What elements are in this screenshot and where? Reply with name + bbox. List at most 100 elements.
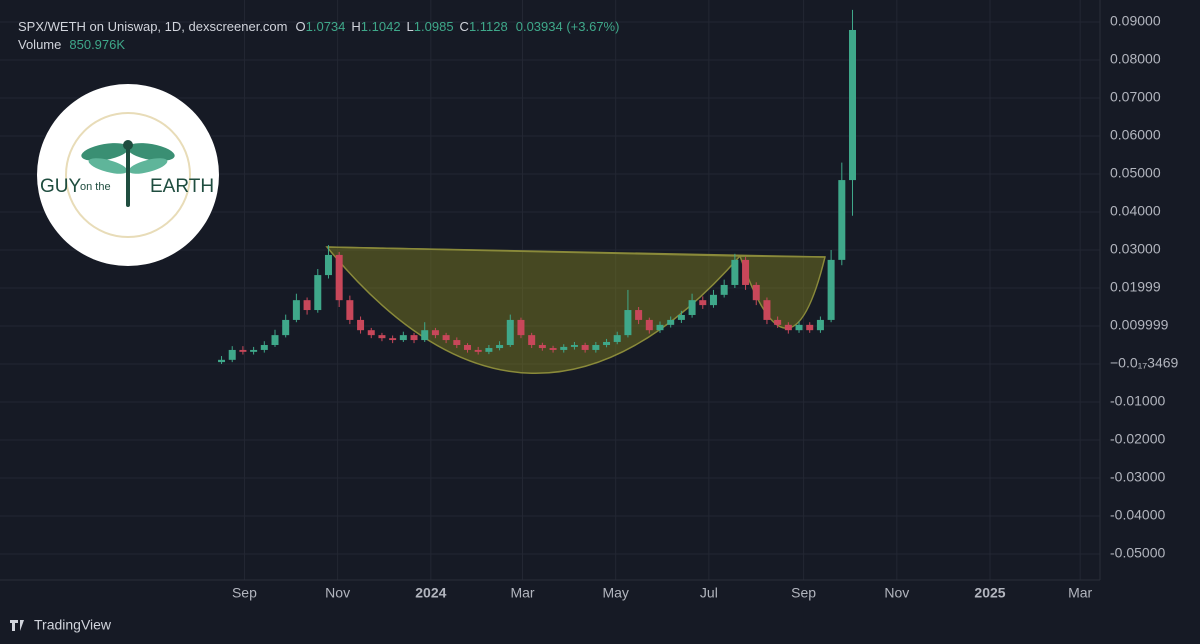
candle-body [581,345,589,350]
wing [88,158,128,174]
x-tick-label: Sep [232,585,257,601]
y-tick-label: 0.04000 [1110,203,1161,219]
candle-body [314,275,322,311]
candle-body [410,335,418,341]
o-value: 1.0734 [306,19,346,34]
volume-value: 850.976K [69,37,125,52]
wing [81,143,129,161]
logo-word: on the [80,181,111,193]
grid [0,0,1100,580]
y-tick-label: 0.05000 [1110,165,1161,181]
candle-body [849,29,856,181]
candle-body [431,330,439,336]
y-tick-label: 0.01999 [1110,279,1161,295]
candle-body [357,319,365,331]
candle-body [239,349,247,352]
brand-icon [10,620,24,631]
logo-word: GUY [40,176,82,197]
candle-body [228,349,236,360]
candle-body [260,345,268,350]
candle-body [827,259,835,320]
x-tick-label: Sep [791,585,816,601]
candle-body [763,300,771,320]
candle-body [624,310,632,336]
y-tick-label: 0.03000 [1110,241,1161,257]
candle-body [528,335,536,346]
candle-body [517,319,525,336]
candle-body [496,345,504,349]
candle-body [378,335,386,339]
candle-body [806,324,814,331]
y-tick-label: -0.05000 [1110,545,1165,561]
y-tick-label: 0.08000 [1110,51,1161,67]
y-tick-label: 0.009999 [1110,317,1169,333]
axes: 0.09000 0.08000 0.07000 0.06000 0.05000 0.040… [232,13,1179,601]
brand: TradingView [34,617,112,633]
candle-body [335,254,343,301]
x-tick-label: Nov [884,585,909,601]
header-line: SPX/WETH on Uniswap, 1D, dexscreener.com… [18,19,619,34]
candle-body [570,345,578,347]
volume-line: Volume 850.976K [18,37,125,52]
candle-body [538,345,546,349]
y-tick-label: 0.07000 [1110,89,1161,105]
candle-body [324,254,332,276]
change: 0.03934 (+3.67%) [516,19,620,34]
candle-body [720,284,728,295]
symbol: SPX/WETH on Uniswap, 1D, dexscreener.com [18,19,288,34]
x-tick-label: 2024 [415,585,446,601]
candle-body [474,349,482,352]
y-tick-label: -0.03000 [1110,469,1165,485]
y-tick-label: 0.09000 [1110,13,1161,29]
candle-body [645,319,653,331]
x-tick-label: Jul [700,585,718,601]
candle-body [506,319,514,346]
candle-body [677,314,685,320]
logo-word: EARTH [150,176,214,197]
candle-body [399,335,407,341]
candle-body [218,359,226,363]
x-tick-label: 2025 [974,585,1005,601]
candle-body [292,300,300,320]
candle-body [816,319,824,331]
candle-body [795,324,803,331]
c-label: C [460,19,469,34]
candle-body [731,259,739,285]
candle-body [442,335,450,341]
head [123,140,133,150]
y-tick-label: −0.0₁₇3469 [1110,355,1179,371]
candle-body [282,319,290,336]
wing [127,143,175,161]
body [126,145,130,207]
o-label: O [296,19,306,34]
candle-body [346,300,354,320]
candle-body [784,324,792,331]
y-tick-label: -0.02000 [1110,431,1165,447]
candle-body [752,284,760,301]
candle-body [367,330,375,336]
logo: GUY on the EARTH [37,84,219,266]
candle-body [613,335,621,342]
candle-body [271,335,279,346]
y-tick-label: 0.06000 [1110,127,1161,143]
wing [128,158,168,174]
candle-body [453,340,461,346]
candle-body [635,310,643,320]
candle-body [485,348,493,352]
candle-body [250,349,258,352]
logo-ring [65,112,191,238]
candle-body [838,180,846,260]
candle-body [656,324,664,331]
cup [325,246,742,374]
candles [218,9,856,365]
candle-body [464,345,471,350]
candle-body [421,330,429,341]
x-tick-label: Nov [325,585,350,601]
candle-body [603,341,611,346]
x-tick-label: Mar [1068,585,1092,601]
h-value: 1.1042 [361,19,401,34]
candle-body [774,319,782,325]
